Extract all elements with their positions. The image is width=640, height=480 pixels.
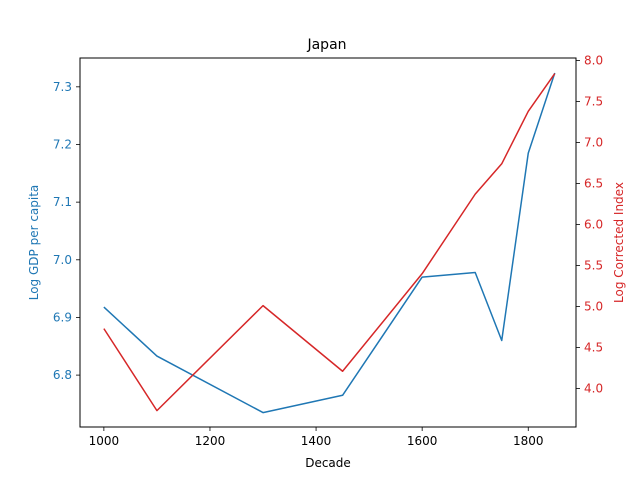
right-y-tick-label: 6.0 [584, 217, 603, 231]
x-axis-label: Decade [305, 456, 351, 470]
gdp-series-line [103, 72, 556, 414]
left-y-tick-label: 7.3 [53, 80, 72, 94]
x-tick-label: 1200 [195, 434, 226, 448]
left-y-axis-label: Log GDP per capita [27, 185, 41, 301]
left-y-tick-label: 7.1 [53, 195, 72, 209]
left-y-tick-label: 7.0 [53, 253, 72, 267]
right-y-tick-label: 7.0 [584, 135, 603, 149]
chart-title: Japan [306, 37, 346, 53]
index-series-line [103, 73, 556, 412]
x-tick-label: 1800 [513, 434, 544, 448]
right-y-tick-label: 5.0 [584, 299, 603, 313]
left-y-tick-label: 6.9 [53, 310, 72, 324]
left-y-tick-label: 6.8 [53, 368, 72, 382]
right-y-tick-label: 4.5 [584, 340, 603, 354]
x-tick-label: 1000 [89, 434, 120, 448]
x-axis-ticks: 1000 1200 1400 1600 1800 [89, 427, 544, 448]
left-y-tick-label: 7.2 [53, 137, 72, 151]
x-tick-label: 1400 [301, 434, 332, 448]
right-y-tick-label: 7.5 [584, 94, 603, 108]
right-y-tick-label: 6.5 [584, 176, 603, 190]
left-y-axis-ticks: 6.8 6.9 7.0 7.1 7.2 7.3 [53, 80, 80, 382]
plot-frame [79, 57, 577, 428]
right-y-axis-label: Log Corrected Index [612, 182, 626, 303]
series-layer [103, 72, 556, 414]
right-y-tick-label: 5.5 [584, 258, 603, 272]
x-tick-label: 1600 [407, 434, 438, 448]
right-y-tick-label: 8.0 [584, 53, 603, 67]
right-y-tick-label: 4.0 [584, 381, 603, 395]
right-y-axis-ticks: 4.0 4.5 5.0 5.5 6.0 6.5 7.0 7.5 8.0 [576, 53, 603, 395]
